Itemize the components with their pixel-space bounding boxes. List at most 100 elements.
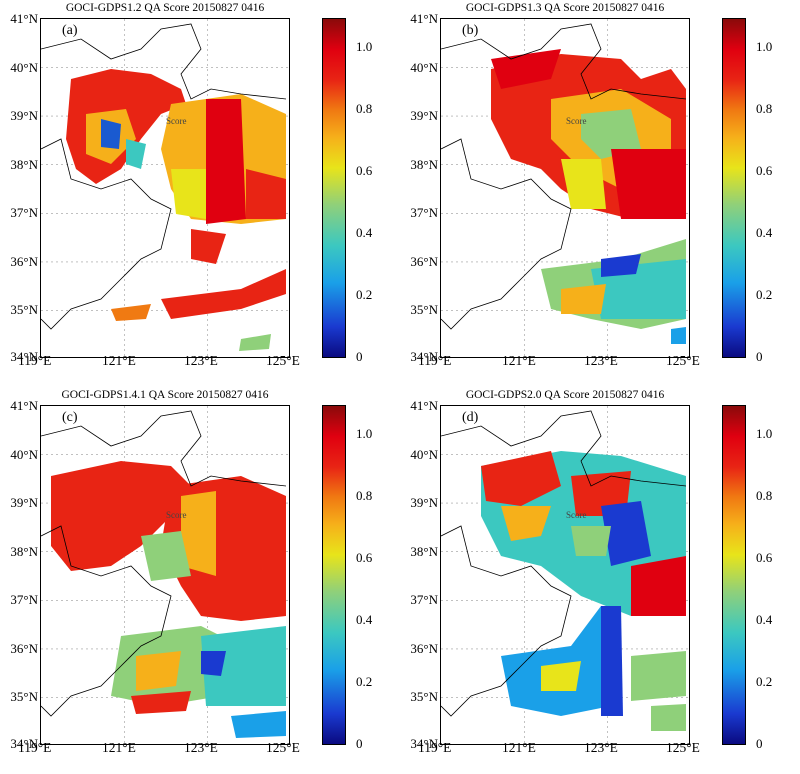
panel-d: GOCI-GDPS2.0 QA Score 20150827 0416 [400, 387, 800, 774]
map-graphic: Score [41, 406, 289, 744]
panel-b: GOCI-GDPS1.3 QA Score 20150827 0416 [400, 0, 800, 387]
lon-tick: 123°E [584, 353, 618, 368]
panel-label: (a) [62, 23, 78, 38]
lat-tick: 40°N [410, 447, 438, 462]
lat-tick: 40°N [10, 447, 38, 462]
lon-tick: 121°E [102, 353, 136, 368]
lon-tick: 119°E [18, 353, 52, 368]
colorbar-tick: 0.4 [356, 612, 373, 627]
map-graphic: Score [41, 19, 289, 357]
lon-tick: 123°E [584, 740, 618, 755]
colorbar-tick: 0 [756, 736, 763, 751]
colorbar-tick: 0.8 [356, 488, 373, 503]
lat-tick: 38°N [10, 157, 38, 172]
colorbar [722, 18, 746, 358]
panel-label: (d) [462, 410, 479, 425]
lon-tick: 121°E [502, 740, 536, 755]
score-annotation: Score [166, 510, 187, 520]
colorbar-tick: 0.8 [356, 101, 373, 116]
lat-tick: 34°N [410, 736, 438, 751]
colorbar-tick: 0.6 [356, 550, 373, 565]
colorbar-tick: 0.6 [756, 550, 773, 565]
qa-data-field [491, 49, 686, 344]
panel-label: (b) [462, 23, 479, 38]
lat-tick: 38°N [410, 157, 438, 172]
map-graphic: Score [441, 406, 689, 744]
qa-data-field [51, 461, 286, 738]
map-graphic: Score [441, 19, 689, 357]
panel-title: GOCI-GDPS1.3 QA Score 20150827 0416 [465, 2, 665, 14]
colorbar [722, 405, 746, 745]
colorbar-tick: 1.0 [756, 426, 773, 441]
colorbar-tick: 0 [356, 736, 363, 751]
lon-tick: 125°E [666, 353, 700, 368]
lat-tick: 35°N [410, 689, 438, 704]
lat-tick: 41°N [10, 398, 38, 413]
colorbar-tick: 0 [756, 349, 763, 364]
lat-tick: 34°N [410, 349, 438, 364]
colorbar-tick: 0.4 [756, 612, 773, 627]
coastline [441, 410, 687, 717]
lon-tick: 119°E [418, 353, 452, 368]
lat-tick: 35°N [10, 302, 38, 317]
colorbar-tick: 1.0 [356, 426, 373, 441]
panel-a: GOCI-GDPS1.2 QA Score 20150827 0416 [0, 0, 400, 387]
colorbar-tick: 0.8 [756, 488, 773, 503]
qa-score-map: Score [440, 18, 690, 358]
lat-tick: 40°N [410, 60, 438, 75]
colorbar-tick: 0.2 [356, 287, 373, 302]
lon-tick: 123°E [184, 740, 218, 755]
lon-tick: 121°E [502, 353, 536, 368]
colorbar-tick: 0 [356, 349, 363, 364]
lat-tick: 39°N [410, 108, 438, 123]
lon-tick: 125°E [666, 740, 700, 755]
lat-tick: 34°N [10, 349, 38, 364]
lat-tick: 36°N [410, 641, 438, 656]
lat-tick: 36°N [410, 254, 438, 269]
lon-tick: 119°E [18, 740, 52, 755]
lat-tick: 36°N [10, 641, 38, 656]
lat-tick: 37°N [410, 205, 438, 220]
score-annotation: Score [166, 116, 187, 126]
coastline [41, 410, 287, 717]
colorbar-tick: 1.0 [756, 39, 773, 54]
panel-title: GOCI-GDPS2.0 QA Score 20150827 0416 [465, 389, 665, 401]
lat-tick: 35°N [10, 689, 38, 704]
lat-tick: 39°N [10, 495, 38, 510]
lat-tick: 41°N [10, 11, 38, 26]
lat-tick: 37°N [10, 592, 38, 607]
colorbar-tick: 0.2 [756, 674, 773, 689]
lat-tick: 36°N [10, 254, 38, 269]
lat-tick: 39°N [410, 495, 438, 510]
lon-tick: 125°E [266, 740, 300, 755]
colorbar-tick: 0.2 [356, 674, 373, 689]
qa-score-map: Score [40, 18, 290, 358]
lat-tick: 37°N [410, 592, 438, 607]
panel-c: GOCI-GDPS1.4.1 QA Score 20150827 0416 [0, 387, 400, 774]
lat-tick: 38°N [10, 544, 38, 559]
lat-tick: 41°N [410, 398, 438, 413]
lat-tick: 37°N [10, 205, 38, 220]
coastline [41, 23, 287, 330]
lon-tick: 119°E [418, 740, 452, 755]
score-annotation: Score [566, 510, 587, 520]
colorbar-tick: 0.2 [756, 287, 773, 302]
lon-tick: 123°E [184, 353, 218, 368]
coastline [441, 23, 687, 330]
colorbar-tick: 0.4 [756, 225, 773, 240]
lat-tick: 39°N [10, 108, 38, 123]
colorbar-tick: 0.4 [356, 225, 373, 240]
colorbar-tick: 0.8 [756, 101, 773, 116]
score-annotation: Score [566, 116, 587, 126]
qa-score-map: Score [40, 405, 290, 745]
panel-title: GOCI-GDPS1.2 QA Score 20150827 0416 [65, 2, 265, 14]
colorbar [322, 405, 346, 745]
lat-tick: 35°N [410, 302, 438, 317]
panel-label: (c) [62, 410, 78, 425]
qa-data-field [66, 69, 286, 351]
qa-score-map: Score [440, 405, 690, 745]
lon-tick: 121°E [102, 740, 136, 755]
panel-title: GOCI-GDPS1.4.1 QA Score 20150827 0416 [61, 389, 269, 401]
colorbar-tick: 1.0 [356, 39, 373, 54]
colorbar-tick: 0.6 [756, 163, 773, 178]
